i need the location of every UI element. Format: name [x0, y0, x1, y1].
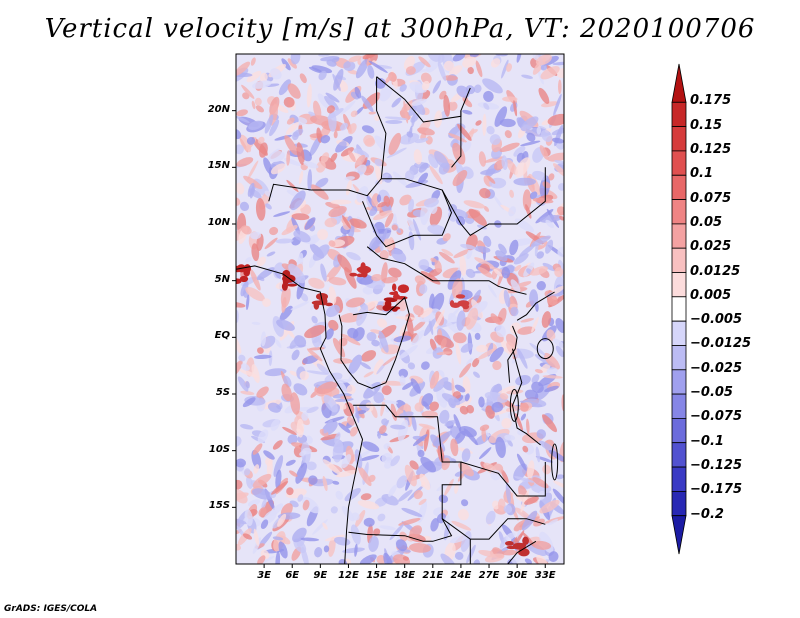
- colorbar-swatch: [671, 490, 687, 517]
- colorbar-label: 0.05: [690, 214, 723, 230]
- colorbar-swatch: [671, 223, 687, 249]
- lon-tick-label: 18E: [394, 570, 416, 581]
- colorbar-swatch: [671, 296, 687, 322]
- border-line: [507, 540, 537, 564]
- colorbar-swatch: [671, 272, 687, 298]
- colorbar-label: −0.0125: [690, 336, 752, 352]
- border-line: [353, 296, 410, 383]
- colorbar-label: 0.075: [690, 190, 732, 206]
- lon-tick-label: 21E: [422, 570, 444, 581]
- border-line: [441, 518, 546, 540]
- colorbar-swatch: [671, 369, 687, 395]
- colorbar-swatch: [671, 174, 687, 201]
- colorbar-label: −0.075: [690, 409, 743, 425]
- border-line: [366, 246, 527, 295]
- border-line: [236, 265, 364, 564]
- lon-tick-label: 12E: [338, 570, 359, 581]
- colorbar-swatch: [671, 150, 687, 176]
- colorbar-swatch: [671, 247, 687, 273]
- colorbar-swatch: [671, 320, 687, 346]
- lon-tick-label: 6E: [285, 570, 300, 581]
- lon-tick-label: 9E: [313, 570, 328, 581]
- lat-tick-label: 5S: [215, 387, 230, 398]
- axis-ticks: [232, 110, 546, 568]
- lat-tick-label: 15S: [208, 500, 230, 512]
- colorbar-label: 0.175: [690, 93, 732, 109]
- colorbar-swatch: [671, 466, 687, 492]
- colorbar: [671, 63, 687, 555]
- colorbar-swatch: [671, 442, 687, 468]
- country-borders: [236, 76, 559, 564]
- colorbar-label: 0.005: [690, 287, 732, 303]
- border-line: [511, 348, 541, 446]
- border-line: [451, 110, 462, 168]
- colorbar-swatch: [671, 515, 687, 555]
- velocity-field: [236, 54, 564, 564]
- map-frame: [235, 53, 565, 565]
- grads-credit: GrADS: IGES/COLA: [4, 604, 98, 614]
- border-line: [376, 76, 471, 123]
- lat-tick-label: EQ: [214, 330, 230, 342]
- colorbar-label: 0.025: [690, 239, 732, 255]
- colorbar-swatch: [671, 101, 687, 128]
- border-line: [507, 325, 518, 383]
- colorbar-swatch: [671, 126, 687, 152]
- lon-tick-label: 3E: [257, 570, 271, 581]
- colorbar-swatch: [671, 63, 687, 103]
- border-line: [516, 291, 555, 321]
- border-line: [460, 461, 546, 497]
- lat-tick-label: 5N: [214, 273, 230, 285]
- lat-tick-label: 15N: [207, 160, 230, 172]
- lon-tick-label: 15E: [366, 570, 387, 581]
- colorbar-label: −0.1: [690, 433, 724, 449]
- border-line: [338, 314, 387, 389]
- chart-title: Vertical velocity [m/s] at 300hPa, VT: 2…: [44, 14, 756, 44]
- lon-tick-label: 33E: [534, 570, 556, 581]
- colorbar-label: −0.05: [690, 385, 733, 401]
- lon-tick-label: 24E: [450, 570, 472, 581]
- lake-outline: [536, 338, 554, 360]
- lat-tick-label: 10N: [207, 217, 230, 228]
- colorbar-swatch: [671, 417, 687, 444]
- colorbar-label: 0.15: [690, 117, 723, 133]
- lon-tick-label: 30E: [506, 570, 528, 581]
- colorbar-label: 0.125: [690, 141, 732, 157]
- lon-tick-label: 27E: [478, 570, 500, 581]
- colorbar-swatch: [671, 345, 687, 371]
- colorbar-label: −0.125: [690, 458, 743, 474]
- colorbar-swatch: [671, 393, 687, 419]
- lake-outline: [551, 443, 559, 481]
- lat-tick-label: 10S: [208, 443, 230, 455]
- colorbar-swatch: [671, 199, 687, 225]
- colorbar-label: −0.005: [690, 312, 743, 328]
- border-line: [441, 167, 546, 236]
- colorbar-label: −0.025: [690, 360, 743, 376]
- border-line: [362, 178, 453, 248]
- border-line: [268, 76, 387, 202]
- lat-tick-label: 20N: [207, 103, 230, 115]
- colorbar-label: 0.0125: [690, 263, 741, 279]
- border-line: [348, 404, 462, 542]
- colorbar-label: −0.2: [690, 506, 724, 522]
- colorbar-label: 0.1: [690, 166, 714, 182]
- lake-outline: [509, 388, 519, 422]
- colorbar-label: −0.175: [690, 482, 743, 498]
